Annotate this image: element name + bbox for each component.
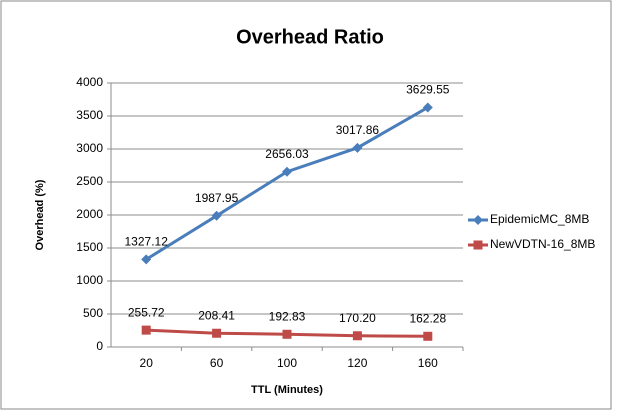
data-label: 192.83 <box>269 309 306 323</box>
x-tick-label: 100 <box>277 356 297 370</box>
data-point <box>352 142 363 153</box>
data-point <box>211 210 222 221</box>
data-point <box>282 166 292 177</box>
y-tick-label: 0 <box>96 339 103 353</box>
x-axis-label: TTL (Minutes) <box>251 384 323 396</box>
x-tick-label: 160 <box>418 356 438 370</box>
x-tick-label: 20 <box>140 356 154 370</box>
x-tick-label: 120 <box>347 356 367 370</box>
x-tick-label: 60 <box>210 356 224 370</box>
data-label: 3629.55 <box>406 83 450 97</box>
y-axis-label: Overhead (%) <box>34 179 46 250</box>
data-point <box>212 328 222 338</box>
data-label: 170.20 <box>339 311 376 325</box>
data-point <box>141 254 152 265</box>
legend-label: NewVDTN-16_8MB <box>490 237 595 251</box>
y-tick-label: 1500 <box>76 240 103 254</box>
data-point <box>422 102 433 113</box>
data-point <box>282 329 292 339</box>
data-label: 1327.12 <box>125 235 169 249</box>
chart-title: Overhead Ratio <box>236 26 384 48</box>
data-label: 162.28 <box>409 311 446 325</box>
data-label: 1987.95 <box>195 191 239 205</box>
data-label: 2656.03 <box>265 147 309 161</box>
data-point <box>423 331 433 341</box>
data-label: 208.41 <box>198 308 235 322</box>
legend-marker <box>473 215 483 225</box>
legend-label: EpidemicMC_8MB <box>490 212 589 226</box>
data-label: 255.72 <box>128 305 165 319</box>
y-tick-label: 3500 <box>76 108 103 122</box>
y-tick-label: 1000 <box>76 273 103 287</box>
data-label: 3017.86 <box>336 123 380 137</box>
chart-frame <box>0 0 612 410</box>
y-tick-label: 2500 <box>76 174 103 188</box>
y-tick-label: 2000 <box>76 207 103 221</box>
y-tick-label: 3000 <box>76 141 103 155</box>
legend-marker <box>473 240 483 250</box>
data-point <box>141 325 151 335</box>
data-point <box>352 331 362 341</box>
y-tick-label: 4000 <box>76 75 103 89</box>
y-tick-label: 500 <box>83 306 103 320</box>
